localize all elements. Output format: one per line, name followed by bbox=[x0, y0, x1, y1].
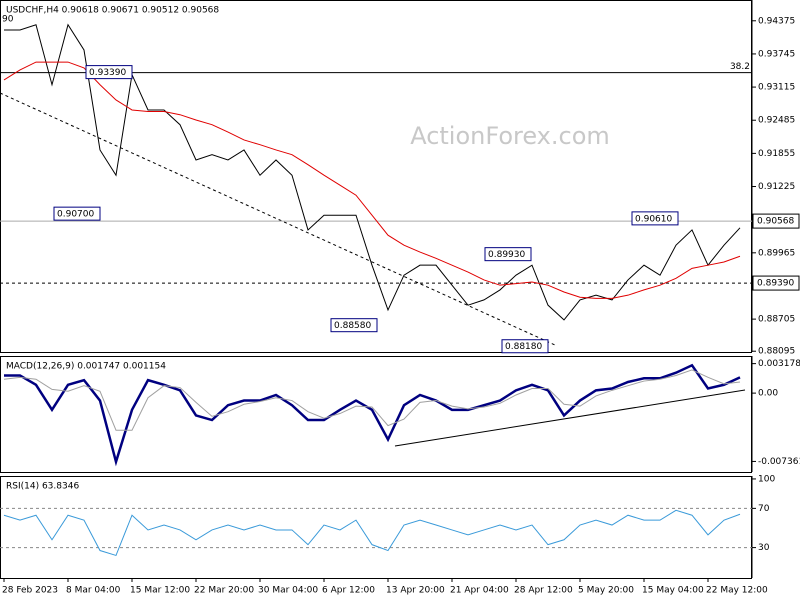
annotation-box bbox=[631, 211, 679, 226]
y-tick-label: 0.91855 bbox=[758, 149, 795, 159]
annotation-box bbox=[53, 206, 101, 221]
panel-title: USDCHF,H4 0.90618 0.90671 0.90512 0.9056… bbox=[6, 6, 219, 16]
x-tick-label: 28 Feb 2023 bbox=[2, 586, 58, 596]
x-tick-label: 22 Mar 20:00 bbox=[194, 586, 254, 596]
x-tick-label: 28 Apr 12:00 bbox=[514, 586, 573, 596]
series-line bbox=[3, 509, 741, 557]
y-tick-label: 70 bbox=[758, 504, 770, 514]
annotation-box bbox=[330, 318, 378, 333]
series-line bbox=[4, 363, 741, 467]
series-line bbox=[3, 369, 741, 431]
series-line bbox=[3, 61, 741, 299]
x-tick-label: 13 Apr 20:00 bbox=[386, 586, 445, 596]
level-box bbox=[752, 275, 800, 291]
x-tick-label: 5 May 20:00 bbox=[578, 586, 634, 596]
y-tick-label: 0.94375 bbox=[758, 16, 795, 26]
x-tick-label: 22 May 12:00 bbox=[706, 586, 768, 596]
y-tick-label: -0.007361 bbox=[758, 457, 800, 467]
price-label: 0.90568 bbox=[757, 217, 794, 227]
y-tick-label: 0.93115 bbox=[758, 83, 795, 93]
level-label: 0.89390 bbox=[757, 279, 794, 289]
x-tick-label: 30 Mar 04:00 bbox=[258, 586, 318, 596]
annotation-label: 0.89930 bbox=[488, 250, 525, 260]
macd-trend-line bbox=[394, 389, 746, 447]
annotation-box bbox=[484, 247, 532, 262]
fib-label: 38.2 bbox=[730, 62, 750, 72]
annotation-label: 0.88580 bbox=[334, 321, 371, 331]
annotation-box bbox=[501, 339, 549, 354]
y-tick-label: 0.88705 bbox=[758, 315, 795, 325]
y-tick-label: 100 bbox=[758, 474, 775, 484]
y-tick-label: 0.92485 bbox=[758, 116, 795, 126]
annotation-label: 0.93390 bbox=[89, 68, 126, 78]
y-tick-label: 0.88095 bbox=[758, 347, 795, 357]
annotation-label: 0.88180 bbox=[505, 342, 542, 352]
y-tick-label: 0.89965 bbox=[758, 248, 795, 258]
panel-title: MACD(12,26,9) 0.001747 0.001154 bbox=[6, 362, 166, 372]
series-line bbox=[4, 23, 741, 321]
annotation-label: 0.90610 bbox=[635, 214, 672, 224]
x-tick-label: 8 Mar 04:00 bbox=[66, 586, 121, 596]
panel-title: RSI(14) 63.8346 bbox=[6, 482, 79, 492]
annotation-label: 0.90700 bbox=[57, 210, 94, 220]
y-tick-label: 0.93745 bbox=[758, 49, 795, 59]
cut-label: 90 bbox=[2, 15, 14, 25]
y-tick-label: 0.91225 bbox=[758, 182, 795, 192]
x-tick-label: 6 Apr 12:00 bbox=[322, 586, 375, 596]
x-tick-label: 15 Mar 12:00 bbox=[130, 586, 190, 596]
y-tick-label: 0.003178 bbox=[758, 359, 800, 369]
x-tick-label: 21 Apr 04:00 bbox=[450, 586, 509, 596]
annotation-box bbox=[85, 65, 133, 80]
watermark: ActionForex.com bbox=[410, 122, 610, 150]
x-tick-label: 15 May 04:00 bbox=[642, 586, 704, 596]
y-tick-label: 30 bbox=[758, 543, 770, 553]
price-box bbox=[752, 213, 800, 229]
y-tick-label: 0.00 bbox=[758, 389, 778, 399]
